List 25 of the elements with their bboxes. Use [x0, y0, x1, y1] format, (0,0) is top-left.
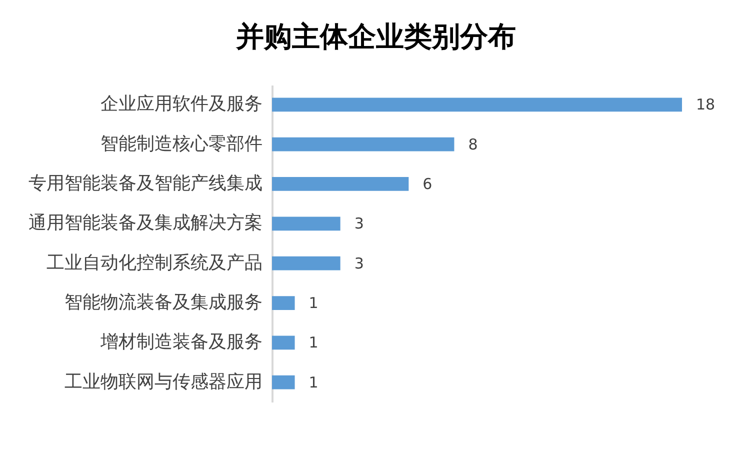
bar — [272, 336, 295, 350]
y-tick-label: 通用智能装备及集成解决方案 — [28, 212, 262, 234]
bar — [272, 177, 409, 191]
y-tick-label: 专用智能装备及智能产线集成 — [28, 172, 262, 194]
bar — [272, 137, 454, 152]
data-label: 1 — [308, 373, 318, 392]
bar — [272, 98, 682, 112]
data-label: 8 — [468, 135, 478, 154]
bar — [272, 216, 340, 231]
y-tick-label: 工业自动化控制系统及产品 — [46, 252, 262, 274]
data-label: 18 — [696, 96, 716, 114]
y-tick-label: 工业物联网与传感器应用 — [64, 371, 262, 392]
y-tick-label: 增材制造装备及服务 — [100, 332, 262, 353]
data-label: 6 — [422, 174, 432, 193]
bar — [272, 375, 295, 390]
y-tick-label: 企业应用软件及服务 — [100, 94, 262, 115]
bar — [272, 296, 295, 310]
chart-title: 并购主体企业类别分布 — [235, 20, 516, 53]
data-label: 1 — [308, 294, 318, 312]
data-label: 3 — [354, 254, 364, 272]
y-tick-label: 智能物流装备及集成服务 — [64, 292, 262, 314]
bar — [272, 256, 340, 270]
y-tick-label: 智能制造核心零部件 — [100, 133, 262, 154]
data-label: 3 — [354, 214, 364, 233]
data-label: 1 — [308, 334, 318, 352]
